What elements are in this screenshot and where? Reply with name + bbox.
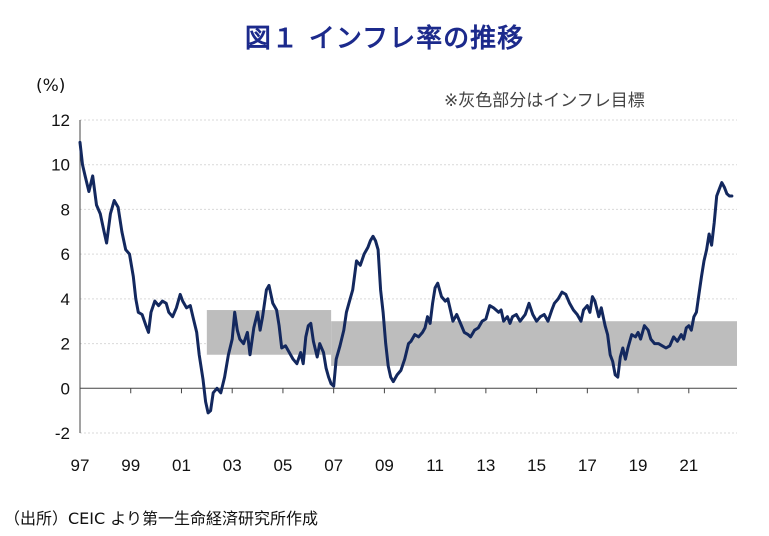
x-tick-label: 99 bbox=[121, 456, 140, 475]
x-tick-label: 13 bbox=[476, 456, 495, 475]
band-note: ※灰色部分はインフレ目標 bbox=[444, 91, 645, 111]
x-tick-label: 11 bbox=[426, 456, 444, 475]
y-tick-label: 12 bbox=[51, 111, 70, 130]
chart-title: 図１ インフレ率の推移 bbox=[244, 24, 525, 54]
x-tick-label: 17 bbox=[578, 456, 597, 475]
x-tick-label: 15 bbox=[527, 456, 546, 475]
x-tick-label: 09 bbox=[375, 456, 394, 475]
x-tick-label: 01 bbox=[172, 456, 191, 475]
x-tick-label: 21 bbox=[679, 456, 698, 475]
x-tick-label: 05 bbox=[273, 456, 292, 475]
series-layer bbox=[78, 140, 734, 415]
source-note: （出所）CEIC より第一生命経済研究所作成 bbox=[4, 509, 318, 528]
tick-label-layer: -2 0 2 4 6 8 10 12 97 99 01 03 05 07 09 11 13 15 17 19 21 bbox=[51, 111, 698, 475]
inflation-line bbox=[78, 140, 734, 415]
y-axis-unit: (%) bbox=[36, 76, 66, 96]
y-tick-label: 6 bbox=[61, 245, 70, 264]
y-tick-label: -2 bbox=[55, 424, 70, 443]
y-tick-label: 10 bbox=[51, 156, 70, 175]
target-band bbox=[331, 321, 737, 366]
x-tick-label: 07 bbox=[324, 456, 343, 475]
inflation-chart: -2 0 2 4 6 8 10 12 97 99 01 03 05 07 09 11 13 15 17 19 21 bbox=[51, 111, 737, 475]
grid-layer bbox=[80, 119, 737, 434]
target-band bbox=[206, 310, 332, 355]
y-tick-label: 2 bbox=[61, 335, 70, 354]
x-tick-label: 97 bbox=[71, 456, 90, 475]
y-tick-label: 8 bbox=[61, 200, 70, 219]
y-tick-label: 4 bbox=[61, 290, 70, 309]
x-tick-label: 19 bbox=[629, 456, 648, 475]
axis-layer bbox=[79, 120, 737, 433]
x-tick-label: 03 bbox=[223, 456, 242, 475]
y-tick-label: 0 bbox=[61, 379, 70, 398]
target-band-layer bbox=[206, 310, 737, 366]
